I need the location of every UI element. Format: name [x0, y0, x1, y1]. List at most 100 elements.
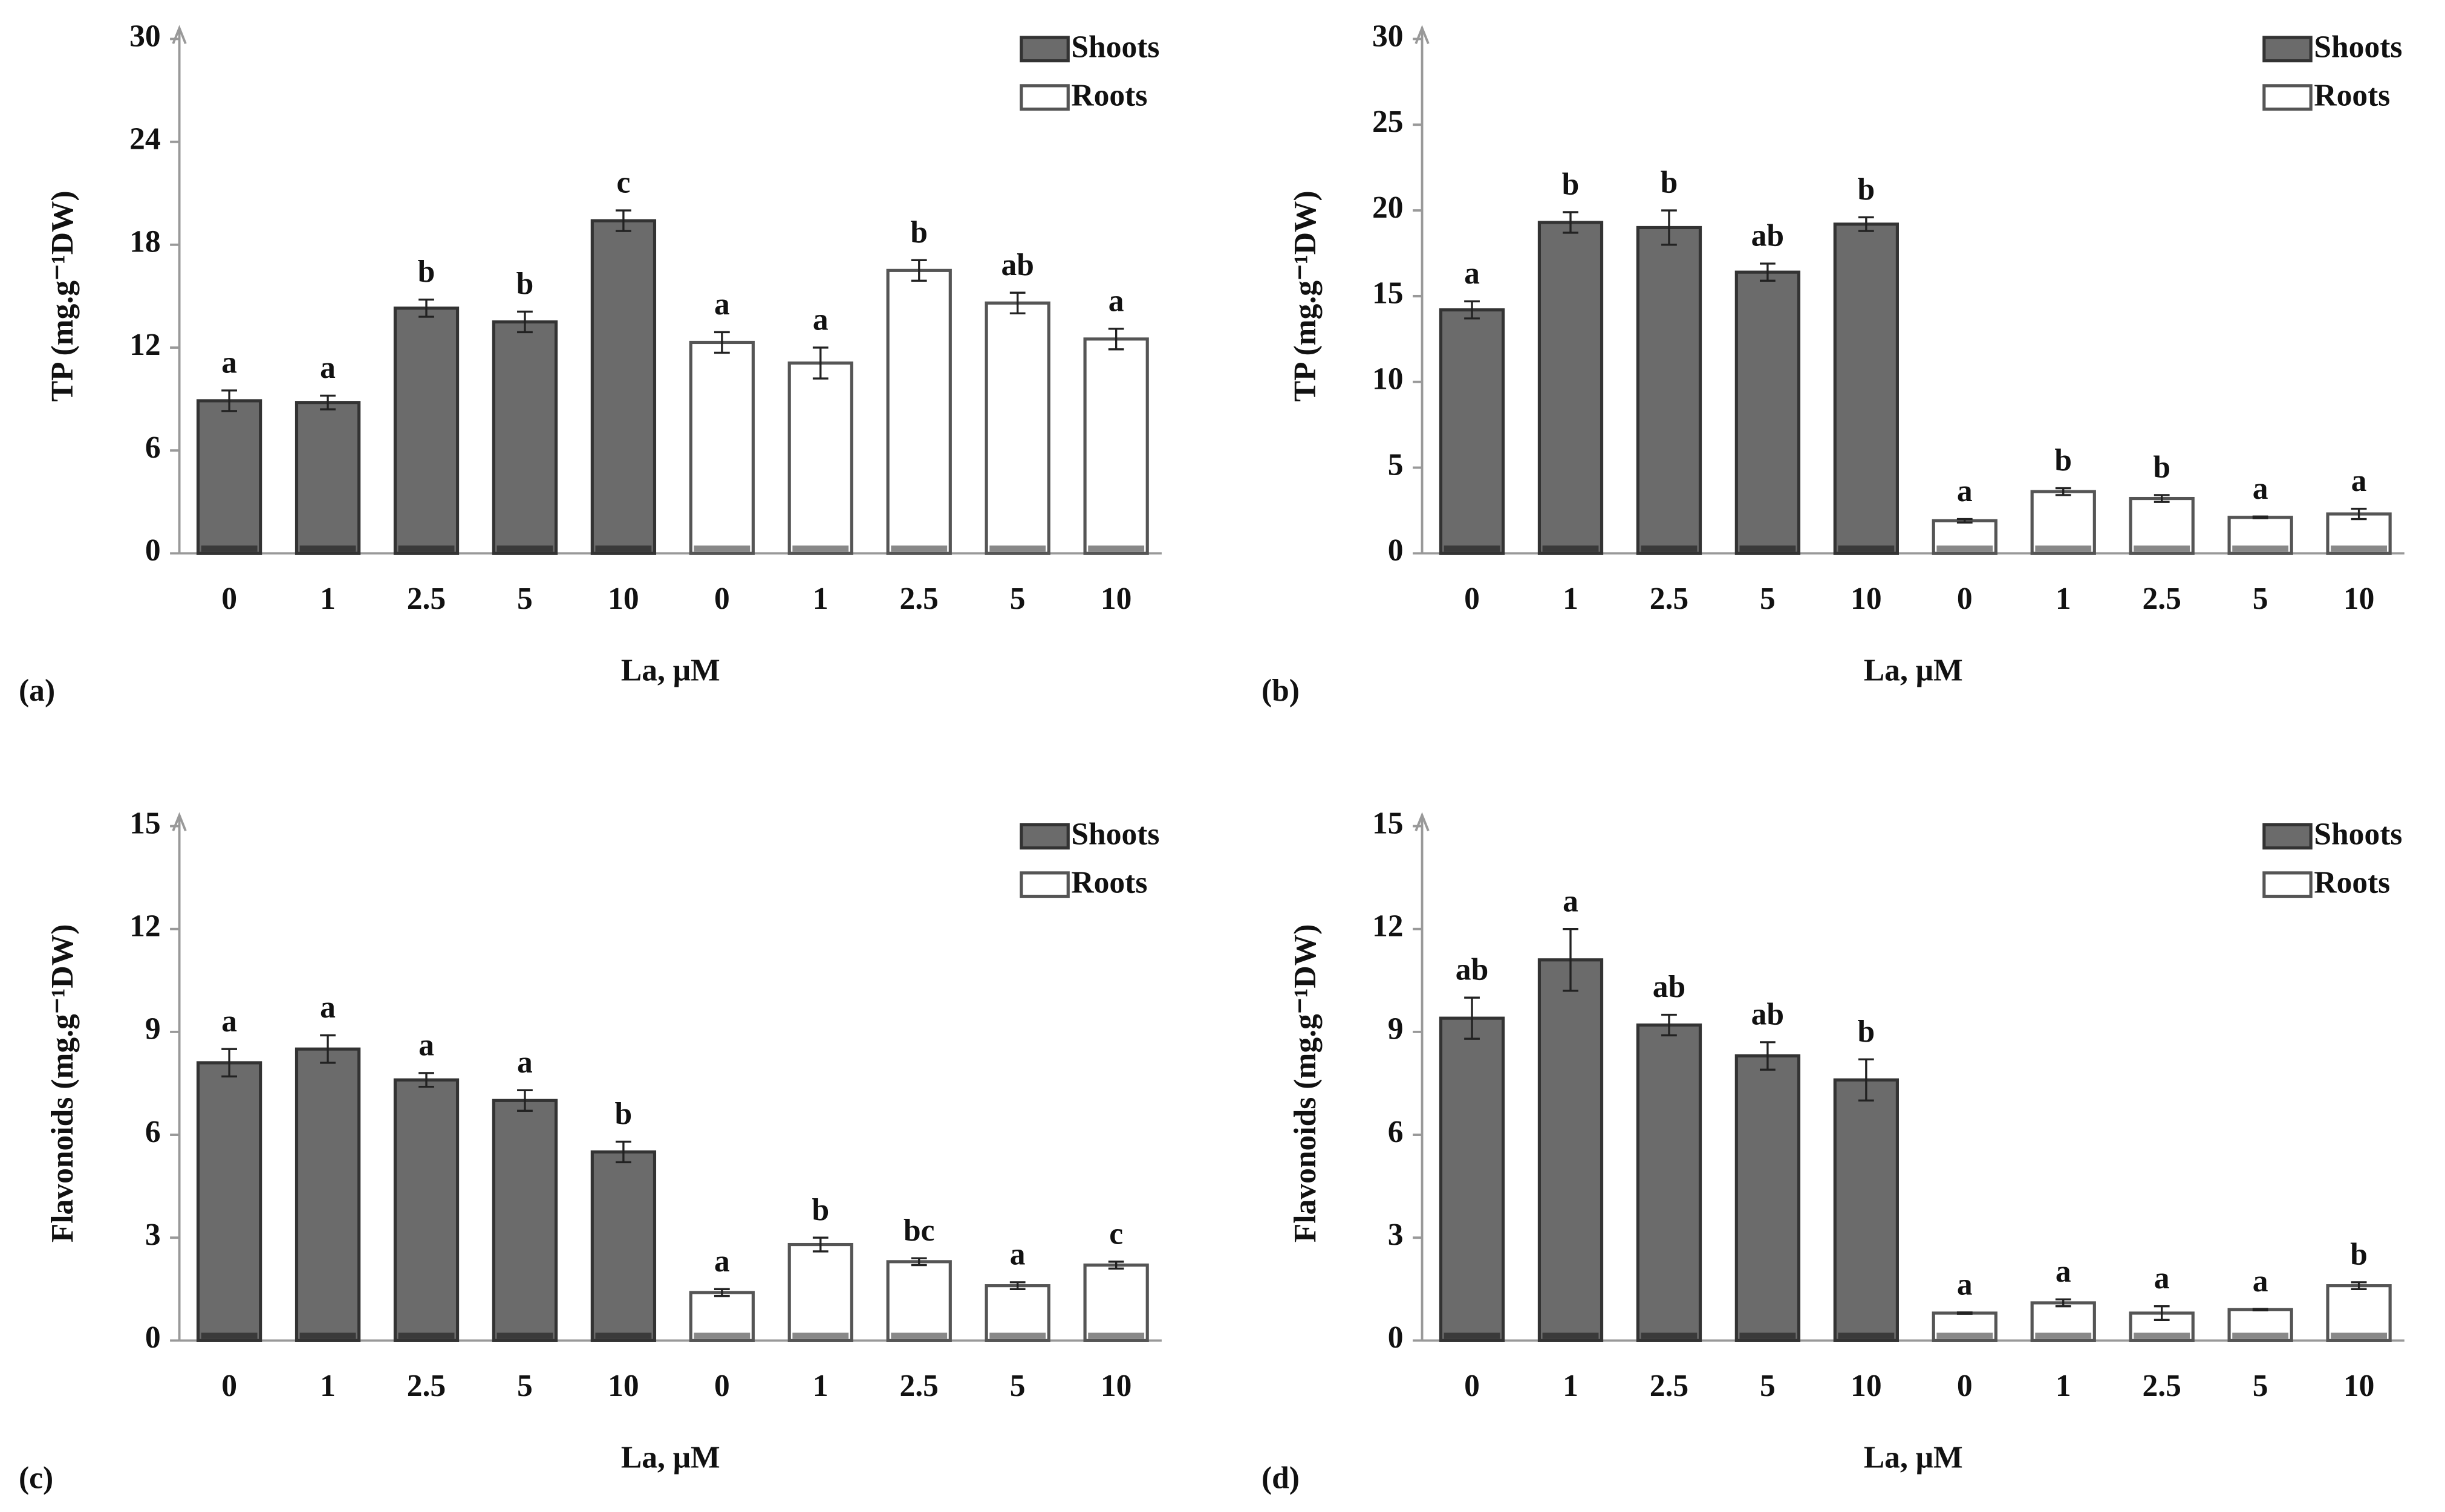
y-axis-label: Flavonoids (mg.g⁻¹DW) — [1288, 924, 1323, 1243]
bar — [2030, 490, 2096, 555]
bar-base — [398, 545, 455, 552]
legend-label: Roots — [2314, 78, 2390, 112]
bar-base — [1739, 545, 1796, 552]
bar-base — [1936, 545, 1993, 552]
significance-letter: ab — [1751, 219, 1784, 253]
x-tick-label: 1 — [813, 1369, 829, 1403]
significance-letter: a — [320, 351, 336, 385]
y-tick-label: 20 — [1372, 190, 1404, 225]
bar — [787, 361, 853, 555]
bar — [689, 1291, 755, 1342]
significance-letter: a — [221, 1004, 237, 1039]
bar-base — [1088, 1332, 1145, 1339]
x-tick-label: 2.5 — [900, 1369, 939, 1403]
legend-swatch — [1020, 36, 1070, 63]
significance-letter: b — [418, 255, 435, 289]
significance-letter: a — [320, 990, 336, 1025]
significance-letter: a — [714, 1244, 730, 1279]
error-bar — [911, 1257, 927, 1267]
y-tick-label: 3 — [145, 1218, 161, 1252]
bar-base — [792, 545, 849, 552]
legend-swatch — [1020, 84, 1070, 111]
bar — [393, 1078, 460, 1342]
significance-letter: a — [1957, 1267, 1973, 1302]
y-tick-label: 3 — [1388, 1218, 1404, 1252]
bar-base — [2232, 1332, 2289, 1339]
bar — [196, 399, 262, 555]
y-tick-label: 10 — [1372, 362, 1404, 397]
bar-base — [1838, 1332, 1895, 1339]
significance-letter: a — [221, 345, 237, 380]
error-bar — [2154, 1305, 2170, 1322]
bar-base — [2331, 545, 2388, 552]
error-bar — [1956, 518, 1973, 524]
error-bar — [1563, 211, 1578, 234]
y-tick-label: 6 — [1388, 1115, 1404, 1149]
x-tick-label: 10 — [1101, 582, 1132, 616]
error-bar — [320, 394, 336, 410]
x-tick-label: 10 — [2343, 582, 2375, 616]
legend-swatch — [2262, 871, 2313, 898]
bar — [1833, 222, 1899, 555]
x-tick-label: 0 — [714, 1369, 730, 1403]
bar — [492, 1098, 558, 1342]
x-tick-label: 10 — [1101, 1369, 1132, 1403]
bar-base — [792, 1332, 849, 1339]
y-tick-label: 30 — [1372, 19, 1404, 53]
error-bar — [2252, 515, 2268, 519]
y-tick-label: 6 — [145, 1115, 161, 1149]
x-tick-label: 10 — [608, 582, 639, 616]
error-bar — [1108, 328, 1124, 351]
bar — [1083, 337, 1149, 555]
error-bar — [1464, 996, 1480, 1040]
x-tick-label: 0 — [1464, 582, 1480, 616]
legend-label: Shoots — [2314, 817, 2402, 851]
significance-letter: a — [2253, 1264, 2268, 1299]
bar — [689, 340, 755, 555]
y-tick-label: 15 — [129, 806, 161, 840]
bar-base — [694, 545, 750, 552]
x-tick-label: 0 — [1957, 1369, 1973, 1403]
error-bar — [1009, 291, 1026, 314]
significance-letter: b — [910, 215, 928, 250]
bar-base — [1444, 545, 1500, 552]
x-tick-label: 2.5 — [2142, 1369, 2181, 1403]
x-tick-label: 5 — [1010, 1369, 1026, 1403]
x-tick-label: 1 — [1563, 582, 1578, 616]
legend-swatch — [2262, 823, 2313, 850]
bar-base — [1641, 545, 1698, 552]
bar-base — [989, 1332, 1046, 1339]
error-bar — [2154, 494, 2170, 503]
bar — [2326, 1284, 2392, 1342]
significance-letter: b — [2153, 450, 2170, 484]
bar-base — [299, 545, 356, 552]
bar — [886, 268, 952, 555]
y-tick-label: 18 — [129, 225, 161, 259]
significance-letter: a — [418, 1028, 434, 1063]
y-tick-label: 15 — [1372, 276, 1404, 311]
x-tick-label: 0 — [221, 1369, 237, 1403]
x-axis-label: La, μM — [1864, 654, 1963, 688]
bar-base — [694, 1332, 750, 1339]
bar — [787, 1242, 853, 1342]
error-bar — [2351, 507, 2367, 521]
bar — [492, 320, 558, 555]
x-axis-label: La, μM — [621, 1441, 720, 1475]
error-bar — [616, 209, 631, 232]
panel-label: (d) — [1262, 1461, 1300, 1495]
x-tick-label: 10 — [1851, 1369, 1882, 1403]
significance-letter: a — [1957, 474, 1973, 508]
significance-letter: b — [516, 267, 534, 301]
significance-letter: ab — [1751, 997, 1784, 1031]
panel-label: (a) — [19, 673, 55, 708]
x-tick-label: 2.5 — [407, 582, 446, 616]
error-bar — [714, 331, 730, 354]
x-tick-label: 1 — [1563, 1369, 1578, 1403]
y-tick-label: 12 — [129, 909, 161, 944]
significance-letter: a — [2351, 464, 2367, 498]
error-bar — [1661, 1013, 1677, 1037]
x-tick-label: 10 — [1851, 582, 1882, 616]
bar — [295, 1047, 361, 1342]
y-tick-label: 0 — [1388, 1320, 1404, 1355]
